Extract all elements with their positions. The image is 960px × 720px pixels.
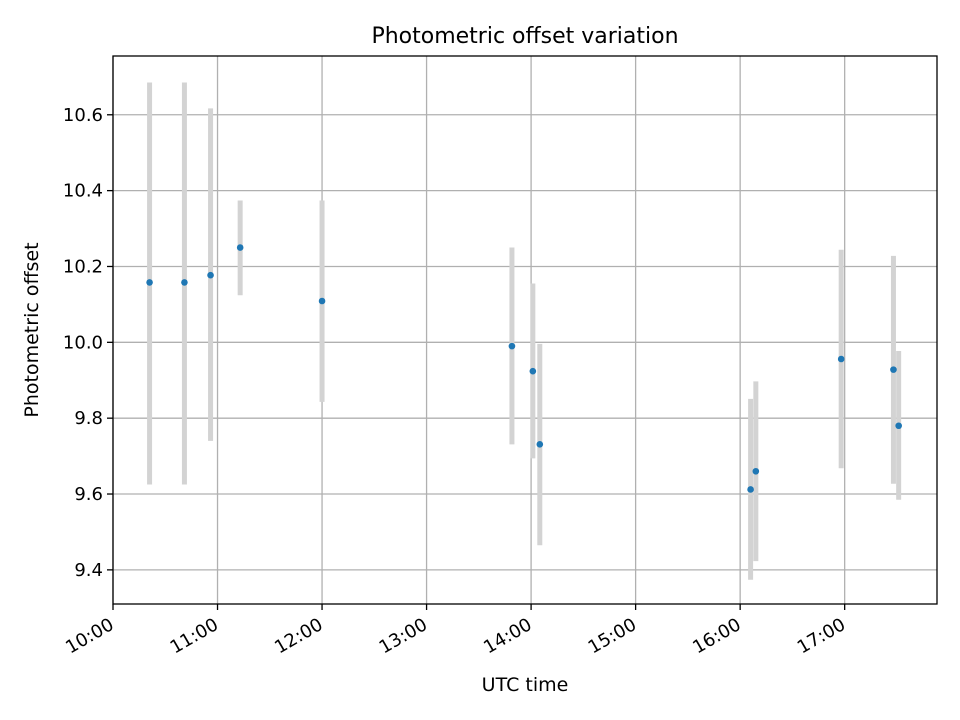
data-point — [890, 366, 897, 373]
data-point — [747, 486, 754, 493]
x-axis-title: UTC time — [482, 674, 569, 696]
data-point — [536, 441, 544, 448]
y-tick-label: 9.4 — [74, 560, 103, 581]
y-tick-label: 10.2 — [63, 256, 103, 277]
data-point — [529, 367, 537, 375]
data-markers — [146, 244, 902, 493]
y-axis-title: Photometric offset — [21, 242, 43, 417]
plot-frame — [112, 55, 938, 605]
data-point — [236, 244, 244, 251]
y-tick-label: 10.0 — [63, 332, 103, 353]
y-tick-label: 9.8 — [74, 408, 103, 429]
data-point — [207, 271, 214, 279]
data-point — [181, 279, 188, 286]
y-tick-label: 9.6 — [74, 484, 103, 505]
data-point — [318, 297, 326, 305]
data-point — [752, 467, 760, 475]
y-tick-label: 10.6 — [63, 105, 103, 126]
y-tick-label: 10.4 — [63, 181, 103, 202]
data-point — [837, 355, 845, 363]
data-point — [508, 342, 516, 350]
data-point — [895, 422, 902, 430]
y-axis-ticks: 9.4 9.6 9.8 10.0 10.2 10.4 10.6 — [63, 105, 113, 581]
chart-title: Photometric offset variation — [371, 24, 678, 49]
data-point — [146, 279, 153, 286]
